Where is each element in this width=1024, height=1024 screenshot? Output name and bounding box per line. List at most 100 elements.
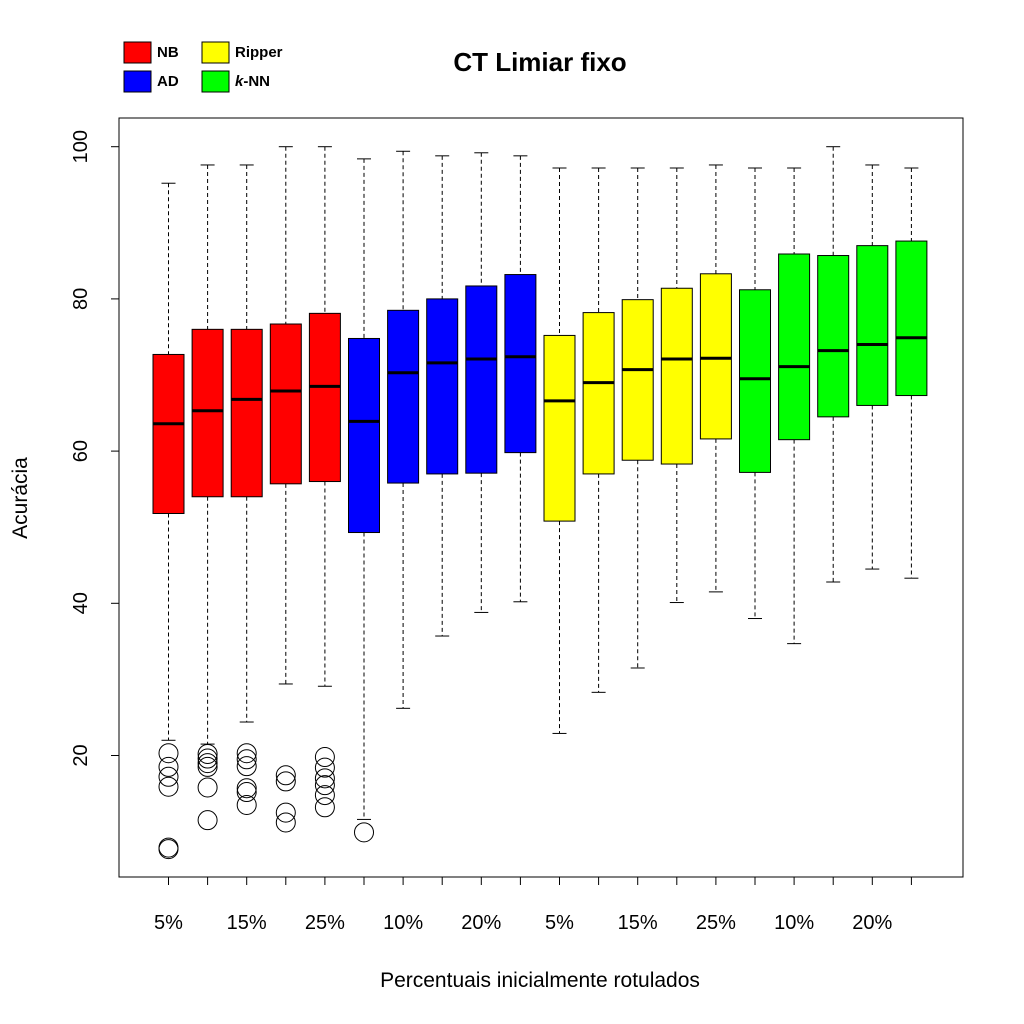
box-iqr — [739, 289, 771, 473]
outlier-point — [314, 775, 335, 796]
outlier-point — [314, 768, 335, 789]
box-iqr — [895, 240, 928, 397]
box-Ripper-25% — [699, 164, 732, 593]
y-axis: 20 40 60 80 100 — [70, 130, 119, 767]
box-iqr — [230, 328, 263, 498]
outlier-point — [197, 810, 218, 831]
outlier-point — [158, 839, 179, 860]
box-NB-10% — [191, 164, 224, 831]
chart-title: CT Limiar fixo — [453, 47, 626, 77]
outlier-point — [197, 748, 218, 769]
outlier-point — [275, 802, 296, 823]
outlier-point — [158, 766, 179, 787]
legend-label: Ripper — [235, 44, 283, 61]
box-NB-20% — [269, 146, 302, 833]
x-tick-label: 20% — [852, 912, 892, 934]
y-axis-label: Acurácia — [9, 457, 32, 539]
box-iqr — [191, 328, 224, 498]
outlier-point — [314, 757, 335, 778]
x-tick-label: 5% — [154, 912, 183, 934]
box-iqr — [426, 298, 459, 475]
outlier-point — [158, 743, 179, 764]
outlier-point — [236, 778, 257, 799]
outlier-point — [236, 756, 257, 777]
box-iqr — [465, 285, 498, 474]
outlier-point — [197, 753, 218, 774]
box-iqr — [621, 299, 654, 461]
x-tick-label: 10% — [383, 912, 423, 934]
outlier-point — [314, 747, 335, 768]
y-tick-label: 100 — [70, 130, 92, 163]
outlier-point — [314, 797, 335, 818]
y-tick-label: 20 — [70, 744, 92, 766]
outlier-point — [197, 743, 218, 764]
box-AD-25% — [504, 155, 537, 603]
outlier-point — [158, 756, 179, 777]
legend: NB Ripper AD k-NN — [123, 41, 283, 93]
box-AD-15% — [426, 155, 459, 637]
x-axis-label: Percentuais inicialmente rotulados — [380, 969, 700, 992]
box-k-NN-20% — [856, 164, 889, 570]
legend-swatch — [123, 70, 152, 93]
box-k-NN-15% — [817, 146, 850, 583]
outlier-point — [275, 771, 296, 792]
box-iqr — [269, 323, 302, 485]
outlier-point — [236, 794, 257, 815]
legend-item-NB: NB — [123, 41, 179, 64]
box-Ripper-15% — [621, 167, 654, 669]
box-k-NN-10% — [778, 167, 811, 645]
y-tick-label: 40 — [70, 592, 92, 614]
box-AD-20% — [465, 152, 498, 613]
boxes — [152, 146, 928, 860]
y-tick-label: 60 — [70, 440, 92, 462]
legend-item-Ripper: Ripper — [201, 41, 283, 64]
outlier-point — [197, 777, 218, 798]
plot-frame — [118, 117, 964, 878]
legend-swatch — [201, 70, 230, 93]
box-Ripper-10% — [582, 167, 615, 693]
box-k-NN-25% — [895, 167, 928, 579]
box-iqr — [308, 312, 341, 483]
legend-item-k-NN: k-NN — [201, 70, 270, 93]
outlier-point — [275, 812, 296, 833]
x-tick-label: 25% — [696, 912, 736, 934]
box-iqr — [504, 274, 537, 454]
x-tick-label: 10% — [774, 912, 814, 934]
box-Ripper-5% — [543, 167, 576, 734]
box-NB-5% — [152, 182, 185, 860]
box-NB-15% — [230, 164, 263, 815]
box-iqr — [348, 337, 380, 534]
box-iqr — [856, 245, 889, 406]
legend-label: NB — [157, 44, 179, 61]
legend-swatch — [201, 41, 230, 64]
box-iqr — [152, 353, 185, 515]
x-tick-label: 25% — [305, 912, 345, 934]
box-AD-10% — [387, 150, 420, 709]
x-tick-label: 15% — [227, 912, 267, 934]
box-Ripper-20% — [660, 167, 693, 604]
box-iqr — [582, 312, 615, 475]
legend-swatch — [123, 41, 152, 64]
box-k-NN-5% — [739, 167, 771, 620]
outlier-point — [275, 765, 296, 786]
outlier-point — [197, 756, 218, 777]
box-iqr — [817, 255, 850, 418]
legend-label: AD — [157, 73, 179, 90]
box-NB-25% — [308, 146, 341, 818]
legend-label: k-NN — [235, 73, 270, 90]
box-iqr — [778, 253, 811, 441]
x-tick-label: 5% — [545, 912, 574, 934]
outlier-point — [236, 782, 257, 803]
legend-item-AD: AD — [123, 70, 179, 93]
x-tick-label: 20% — [461, 912, 501, 934]
box-iqr — [660, 287, 693, 465]
outlier-point — [158, 776, 179, 797]
box-iqr — [543, 334, 576, 522]
outlier-point — [236, 743, 257, 764]
outlier-point — [354, 822, 374, 843]
box-iqr — [387, 309, 420, 484]
box-iqr — [699, 273, 732, 440]
x-axis: 5% 15% 25% 10% 20% 5% 15% 25% 10% 20% — [154, 877, 912, 934]
y-tick-label: 80 — [70, 288, 92, 310]
